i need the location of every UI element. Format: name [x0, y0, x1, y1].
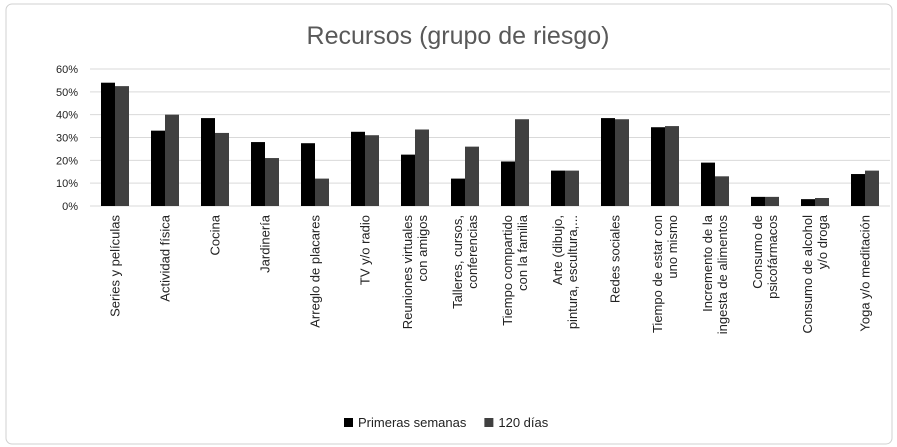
bar [515, 119, 529, 206]
x-tick-label: Redes sociales [608, 215, 623, 304]
legend-label: Primeras semanas [358, 415, 467, 430]
bar [251, 142, 265, 206]
y-tick-label: 50% [56, 87, 78, 99]
x-tick-label: Actividad física [158, 214, 173, 301]
bar [801, 199, 815, 206]
x-tick-label: Incremento de laingesta de alimentos [700, 214, 730, 334]
chart-title: Recursos (grupo de riesgo) [307, 22, 610, 50]
y-tick-label: 0% [62, 201, 78, 213]
bar [601, 118, 615, 206]
bar [115, 86, 129, 206]
bar [651, 127, 665, 206]
bar [565, 170, 579, 206]
y-tick-label: 30% [56, 133, 78, 145]
y-tick-label: 40% [56, 110, 78, 122]
x-tick-label: Cocina [208, 214, 223, 255]
bar [701, 162, 715, 206]
legend-swatch [344, 418, 353, 427]
x-tick-label: Reuniones virtualescon amigos [400, 215, 430, 330]
bar [751, 196, 765, 206]
bar [101, 82, 115, 206]
bar [301, 143, 315, 206]
y-tick-label: 20% [56, 155, 78, 167]
bar [865, 170, 879, 206]
bar [365, 135, 379, 206]
x-tick-label: Yoga y/o meditación [858, 215, 873, 332]
x-tick-label: Consumo de alcoholy/o droga [800, 214, 830, 333]
x-tick-label: TV y/o radio [358, 215, 373, 285]
bar [351, 131, 365, 206]
bar [815, 198, 829, 206]
x-tick-label: Arreglo de placares [308, 215, 323, 328]
bar [451, 178, 465, 206]
bar [501, 161, 515, 206]
y-tick-label: 10% [56, 178, 78, 190]
bar [715, 176, 729, 206]
legend-swatch [484, 418, 494, 427]
bar [551, 170, 565, 206]
x-tick-label: Consumo depsicofármacos [750, 215, 780, 299]
bar [765, 196, 779, 206]
bar [165, 114, 179, 206]
bar [851, 174, 865, 206]
bar [315, 178, 329, 206]
x-tick-label: Talleres, cursos,conferencias [450, 215, 480, 309]
x-tick-label: Tiempo compartidocon la familia [500, 214, 530, 326]
x-tick-label: Arte (dibujo,pintura, escultura,... [550, 215, 580, 329]
chart-frame [5, 3, 893, 445]
bar [265, 158, 279, 206]
bar [215, 132, 229, 206]
bar [401, 154, 415, 206]
bar [615, 119, 629, 206]
x-tick-label: Jardinería [258, 214, 273, 273]
bar [415, 129, 429, 206]
legend-label: 120 días [498, 415, 548, 430]
bar [151, 130, 165, 206]
x-tick-label: Series y películas [108, 215, 123, 317]
y-tick-label: 60% [56, 64, 78, 76]
bar [665, 126, 679, 206]
bar [465, 146, 479, 206]
bar [201, 118, 215, 206]
x-tick-label: Tiempo de estar conuno mismo [650, 215, 680, 333]
